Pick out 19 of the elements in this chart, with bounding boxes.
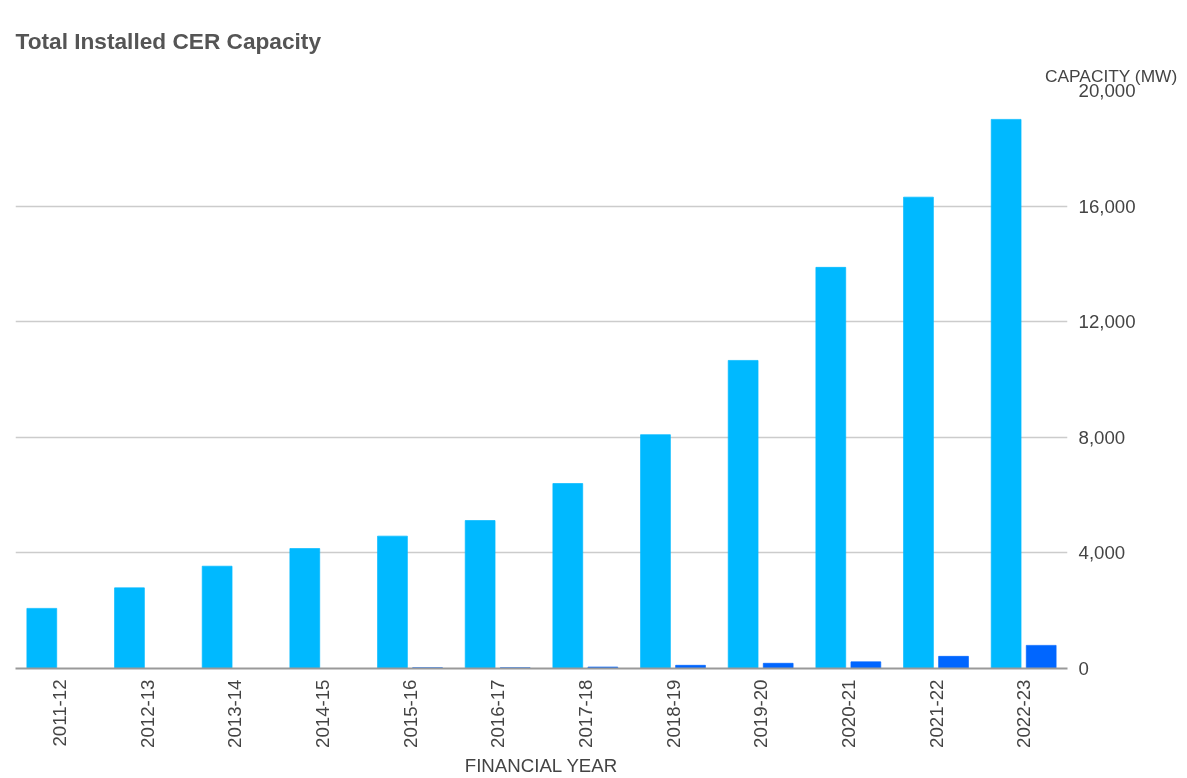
x-tick-label: 2020-21 (837, 679, 859, 748)
x-axis-title: FINANCIAL YEAR (464, 754, 618, 776)
y-tick-label: 4,000 (1078, 542, 1126, 564)
x-tick-label: 2011-12 (48, 679, 70, 747)
y-tick-label: 16,000 (1078, 195, 1136, 217)
chart-title: Total Installed CER Capacity (15, 27, 322, 54)
y-tick-label: 8,000 (1078, 426, 1126, 448)
x-tick-label: 2019-20 (750, 679, 772, 748)
x-tick-label: 2017-18 (574, 679, 596, 748)
x-tick-label: 2013-14 (224, 679, 246, 748)
y-tick-label: 12,000 (1078, 311, 1136, 333)
x-tick-label: 2015-16 (399, 679, 421, 748)
x-tick-label: 2014-15 (311, 679, 333, 748)
x-tick-label: 2018-19 (662, 679, 684, 748)
x-tick-label: 2012-13 (136, 679, 158, 748)
x-tick-label: 2022-23 (1013, 679, 1035, 748)
y-tick-label: 0 (1078, 658, 1089, 679)
x-tick-label: 2016-17 (487, 679, 509, 748)
x-tick-label: 2021-22 (925, 679, 947, 748)
